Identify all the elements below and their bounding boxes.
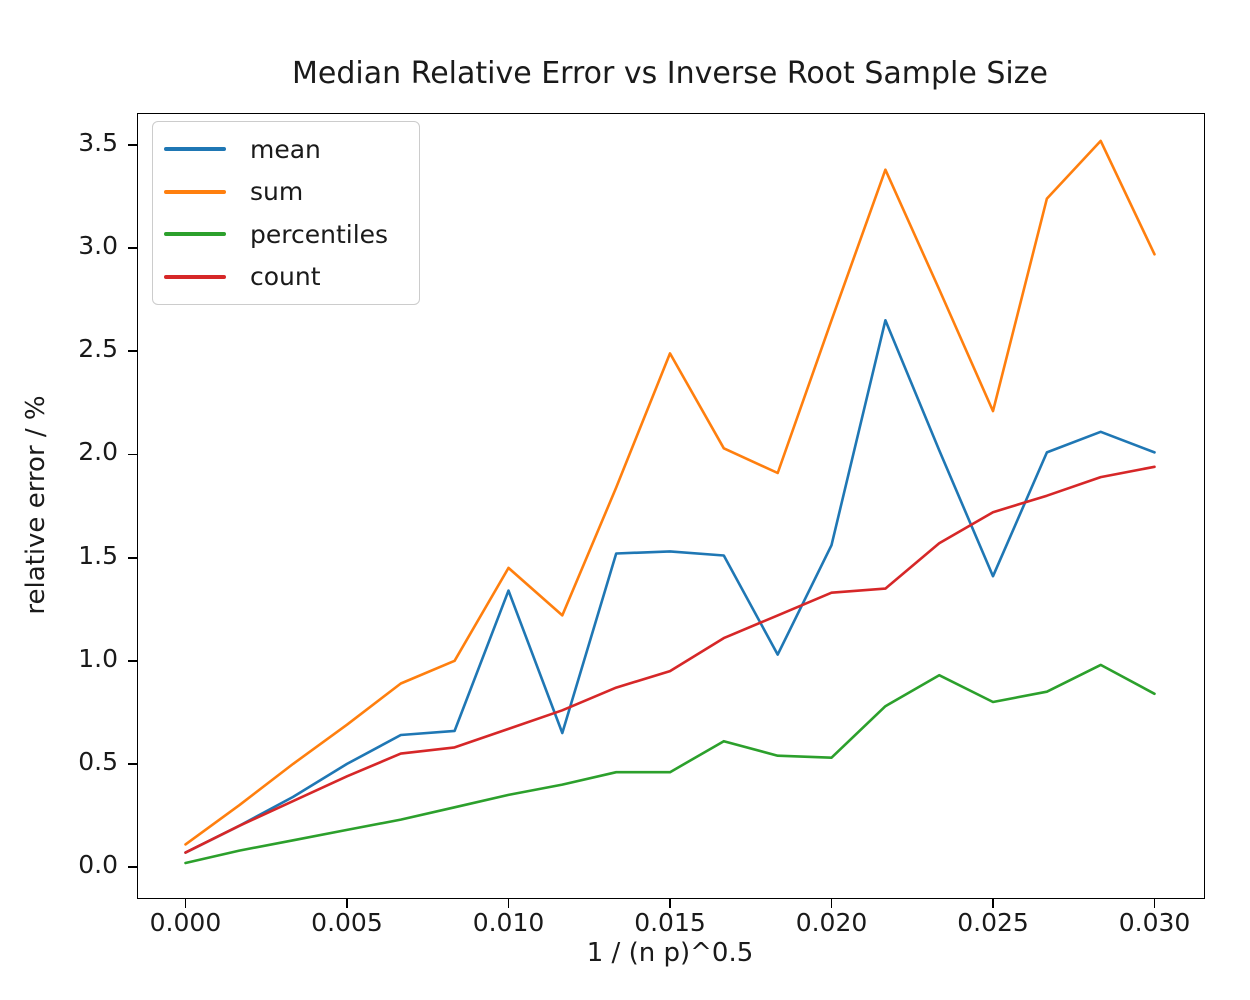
x-tick-mark	[830, 899, 833, 908]
legend-swatch-mean	[164, 147, 226, 152]
x-tick-mark	[346, 899, 348, 908]
legend-label: count	[250, 262, 321, 292]
y-tick-mark	[128, 866, 137, 868]
plot-lines	[184, 139, 1156, 865]
y-tick-label: 3.0	[78, 231, 118, 261]
y-tick-mark	[128, 556, 137, 559]
y-tick-label: 2.5	[78, 334, 118, 364]
legend-label: sum	[250, 177, 304, 207]
legend-row: count	[153, 264, 419, 289]
y-tick-mark	[128, 247, 137, 250]
y-tick-label: 0.5	[78, 746, 118, 776]
legend-label: mean	[250, 134, 321, 164]
legend-label: percentiles	[250, 219, 389, 249]
x-tick-label: 0.005	[311, 908, 383, 937]
series-line-sum	[184, 139, 1156, 846]
y-tick-label: 1.0	[78, 643, 118, 673]
x-tick-mark	[507, 899, 510, 908]
series-line-percentiles	[184, 663, 1156, 865]
x-tick-mark	[992, 899, 994, 908]
y-tick-mark	[128, 453, 137, 456]
y-tick-label: 2.0	[78, 437, 118, 467]
x-tick-label: 0.020	[795, 908, 868, 937]
y-axis-label: relative error / %	[21, 395, 51, 615]
y-tick-mark	[128, 350, 137, 353]
legend-swatch-count	[164, 274, 226, 279]
legend-row: percentiles	[153, 222, 419, 247]
legend-swatch-percentiles	[164, 232, 226, 237]
x-tick-label: 0.015	[634, 908, 706, 937]
x-tick-label: 0.000	[149, 908, 222, 937]
legend-row: mean	[153, 137, 419, 162]
y-tick-mark	[128, 763, 137, 765]
y-tick-label: 0.0	[78, 850, 118, 880]
legend-row: sum	[153, 179, 419, 204]
x-tick-label: 0.025	[957, 908, 1029, 937]
y-tick-label: 1.5	[78, 540, 118, 570]
x-tick-mark	[1153, 899, 1156, 908]
x-tick-label: 0.030	[1118, 908, 1191, 937]
x-tick-mark	[184, 899, 187, 908]
legend: mean sum percentiles count	[152, 121, 420, 305]
chart-title: Median Relative Error vs Inverse Root Sa…	[292, 56, 1048, 91]
x-tick-label: 0.010	[472, 908, 545, 937]
series-line-mean	[184, 319, 1156, 854]
series-line-count	[184, 465, 1156, 854]
legend-swatch-sum	[164, 189, 226, 194]
x-tick-mark	[669, 899, 671, 908]
y-tick-mark	[128, 659, 137, 662]
y-tick-label: 3.5	[78, 127, 118, 157]
x-axis-label: 1 / (n p)^0.5	[586, 938, 754, 968]
y-tick-mark	[128, 144, 137, 146]
